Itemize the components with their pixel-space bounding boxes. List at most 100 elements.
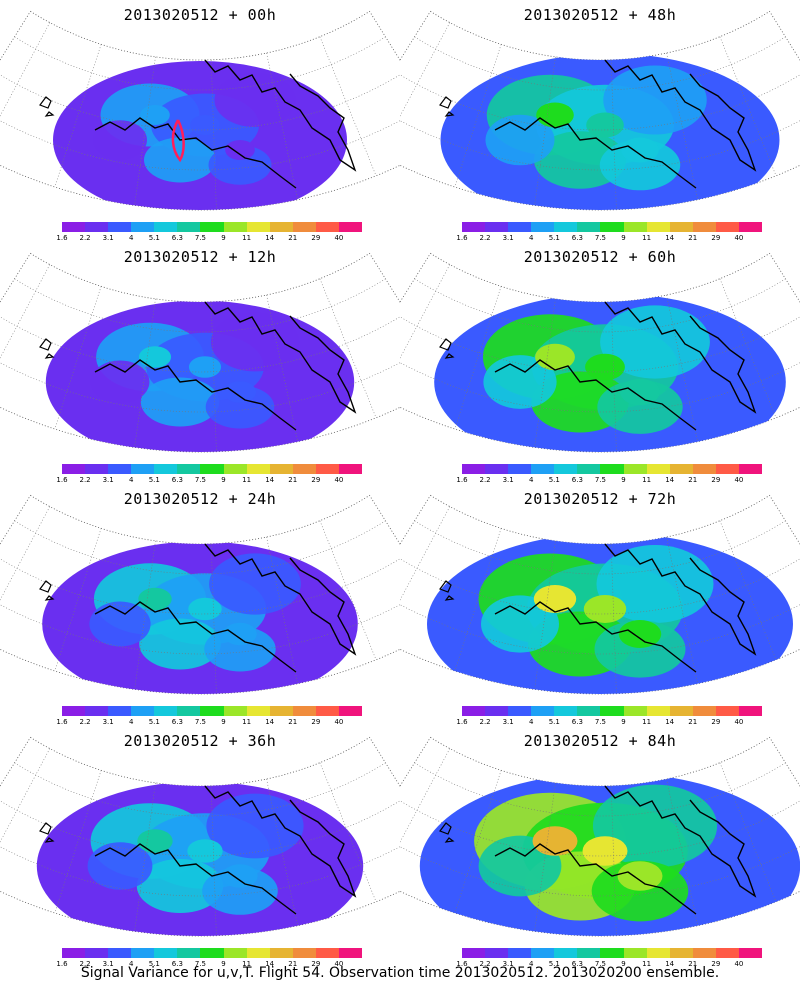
legend-swatch bbox=[246, 222, 270, 232]
coastline bbox=[94, 843, 297, 915]
legend-tick-label: 2.2 bbox=[79, 718, 91, 726]
island-outline bbox=[39, 822, 55, 843]
legend-tick-label: 40 bbox=[734, 718, 744, 726]
legend-tick-label: 7.5 bbox=[594, 234, 607, 242]
legend-swatch bbox=[85, 222, 109, 232]
coastline bbox=[494, 843, 697, 915]
variance-field bbox=[434, 293, 786, 452]
map-panel-60h: 2013020512 + 60h 1.6 2.2 3.1 4 5.1 6.3 7.5 9 11 14… bbox=[400, 242, 800, 487]
legend-colorbar bbox=[462, 464, 763, 474]
legend-swatch bbox=[246, 948, 270, 958]
panel-title: 2013020512 + 00h bbox=[123, 6, 277, 24]
legend-tick-label: 9 bbox=[221, 960, 226, 968]
legend-tick-label: 3.1 bbox=[102, 476, 114, 484]
legend-tick-label: 9 bbox=[621, 234, 626, 242]
legend-swatch bbox=[62, 948, 86, 958]
legend-swatch bbox=[315, 222, 339, 232]
legend-swatch bbox=[646, 948, 670, 958]
legend-swatch bbox=[692, 222, 716, 232]
legend-swatch bbox=[223, 706, 247, 716]
legend-swatch bbox=[669, 464, 693, 474]
legend-swatch bbox=[715, 706, 739, 716]
legend-swatch bbox=[223, 222, 247, 232]
legend-tick-label: 5.1 bbox=[148, 960, 160, 968]
legend-tick-label: 1.6 bbox=[56, 476, 68, 484]
legend-swatch bbox=[462, 222, 486, 232]
legend-swatch bbox=[62, 706, 86, 716]
legend-swatch bbox=[531, 706, 555, 716]
legend-swatch bbox=[508, 222, 532, 232]
island-outline bbox=[439, 822, 455, 843]
legend-tick-label: 3.1 bbox=[502, 960, 514, 968]
legend-swatch bbox=[62, 222, 86, 232]
legend-tick-label: 1.6 bbox=[456, 960, 468, 968]
legend-tick-label: 4 bbox=[128, 234, 134, 242]
legend-tick-label: 21 bbox=[288, 476, 298, 484]
legend-swatch bbox=[600, 464, 624, 474]
legend-tick-label: 14 bbox=[265, 476, 275, 484]
color-legend: 1.6 2.2 3.1 4 5.1 6.3 7.5 9 11 14 21 29 40 bbox=[456, 948, 763, 974]
legend-swatch bbox=[692, 948, 716, 958]
legend-tick-label: 6.3 bbox=[571, 234, 583, 242]
legend-swatch bbox=[223, 464, 247, 474]
legend-swatch bbox=[554, 464, 578, 474]
legend-tick-label: 4 bbox=[528, 718, 534, 726]
legend-swatch bbox=[623, 464, 647, 474]
legend-swatch bbox=[269, 222, 293, 232]
legend-tick-label: 5.1 bbox=[548, 718, 560, 726]
map-plot bbox=[0, 494, 400, 695]
legend-swatch bbox=[200, 464, 224, 474]
legend-swatch bbox=[62, 464, 86, 474]
legend-swatch bbox=[108, 948, 132, 958]
legend-tick-label: 21 bbox=[288, 718, 298, 726]
color-legend: 1.6 2.2 3.1 4 5.1 6.3 7.5 9 11 14 21 29 40 bbox=[456, 464, 763, 490]
legend-swatch bbox=[715, 948, 739, 958]
legend-tick-label: 6.3 bbox=[171, 476, 183, 484]
legend-swatch bbox=[485, 706, 509, 716]
coastline bbox=[604, 59, 757, 172]
legend-swatch bbox=[154, 706, 178, 716]
legend-tick-label: 2.2 bbox=[79, 960, 91, 968]
legend-tick-label: 14 bbox=[665, 234, 675, 242]
legend-tick-label: 2.2 bbox=[479, 476, 491, 484]
legend-swatch bbox=[85, 948, 109, 958]
legend-tick-label: 40 bbox=[734, 234, 744, 242]
legend-swatch bbox=[738, 222, 763, 232]
legend-swatch bbox=[508, 464, 532, 474]
color-legend: 1.6 2.2 3.1 4 5.1 6.3 7.5 9 11 14 21 29 40 bbox=[56, 464, 363, 490]
legend-swatch bbox=[669, 948, 693, 958]
legend-swatch bbox=[131, 222, 155, 232]
legend-swatch bbox=[154, 464, 178, 474]
map-plot bbox=[400, 252, 800, 453]
panel-title: 2013020512 + 72h bbox=[523, 490, 677, 508]
legend-swatch bbox=[577, 222, 601, 232]
coastline bbox=[604, 301, 757, 414]
legend-swatch bbox=[600, 948, 624, 958]
legend-tick-label: 5.1 bbox=[548, 960, 560, 968]
panel-title: 2013020512 + 36h bbox=[123, 732, 277, 750]
coastline bbox=[604, 785, 757, 898]
legend-swatch bbox=[531, 464, 555, 474]
map-plot bbox=[400, 494, 800, 695]
legend-swatch bbox=[246, 464, 270, 474]
legend-tick-label: 40 bbox=[334, 718, 344, 726]
legend-tick-label: 11 bbox=[642, 234, 652, 242]
legend-tick-label: 7.5 bbox=[194, 718, 207, 726]
legend-tick-label: 14 bbox=[665, 718, 675, 726]
legend-swatch bbox=[269, 464, 293, 474]
legend-swatch bbox=[623, 222, 647, 232]
legend-tick-label: 6.3 bbox=[171, 718, 183, 726]
legend-tick-label: 3.1 bbox=[102, 718, 114, 726]
legend-swatch bbox=[85, 706, 109, 716]
legend-swatch bbox=[200, 222, 224, 232]
legend-tick-label: 2.2 bbox=[79, 476, 91, 484]
legend-swatch bbox=[131, 948, 155, 958]
legend-swatch bbox=[508, 706, 532, 716]
legend-swatch bbox=[646, 706, 670, 716]
island-outline bbox=[39, 96, 55, 117]
coastline bbox=[94, 359, 297, 431]
legend-tick-label: 29 bbox=[711, 234, 721, 242]
legend-swatch bbox=[85, 464, 109, 474]
legend-swatch bbox=[646, 464, 670, 474]
